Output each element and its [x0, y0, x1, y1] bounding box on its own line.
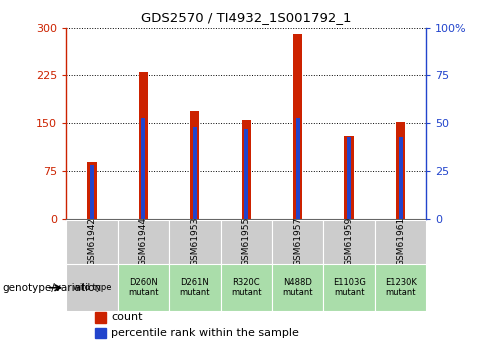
Bar: [323, 220, 375, 264]
Bar: [118, 264, 169, 310]
Bar: [95, 328, 106, 338]
Bar: [141, 118, 146, 219]
Bar: [220, 264, 272, 310]
Text: count: count: [111, 313, 143, 323]
Bar: [396, 122, 405, 219]
Bar: [344, 136, 354, 219]
Bar: [244, 129, 248, 219]
Text: GSM61957: GSM61957: [293, 217, 302, 266]
Bar: [272, 264, 323, 310]
Text: R320C
mutant: R320C mutant: [231, 277, 262, 297]
Bar: [118, 220, 169, 264]
Text: GSM61961: GSM61961: [396, 217, 405, 266]
Bar: [323, 264, 375, 310]
Bar: [295, 118, 300, 219]
Text: GSM61944: GSM61944: [139, 217, 148, 266]
Text: GSM61959: GSM61959: [344, 217, 354, 266]
Text: E1103G
mutant: E1103G mutant: [333, 277, 366, 297]
Text: D260N
mutant: D260N mutant: [128, 277, 159, 297]
Bar: [87, 161, 97, 219]
Bar: [169, 220, 220, 264]
Bar: [193, 127, 197, 219]
Bar: [66, 264, 118, 310]
Bar: [190, 110, 199, 219]
Text: E1230K
mutant: E1230K mutant: [385, 277, 416, 297]
Bar: [90, 166, 94, 219]
Bar: [66, 220, 118, 264]
Title: GDS2570 / TI4932_1S001792_1: GDS2570 / TI4932_1S001792_1: [141, 11, 351, 24]
Text: genotype/variation: genotype/variation: [2, 283, 101, 293]
Text: D261N
mutant: D261N mutant: [179, 277, 210, 297]
Bar: [220, 220, 272, 264]
Bar: [169, 264, 220, 310]
Bar: [398, 137, 403, 219]
Bar: [242, 120, 251, 219]
Bar: [293, 34, 302, 219]
Text: GSM61942: GSM61942: [87, 217, 97, 266]
Bar: [139, 72, 148, 219]
Bar: [347, 137, 351, 219]
Text: wild type: wild type: [73, 283, 111, 292]
Bar: [272, 220, 323, 264]
Text: N488D
mutant: N488D mutant: [282, 277, 313, 297]
Bar: [375, 220, 426, 264]
Text: percentile rank within the sample: percentile rank within the sample: [111, 328, 299, 338]
Bar: [375, 264, 426, 310]
Text: GSM61955: GSM61955: [242, 217, 251, 266]
Text: GSM61953: GSM61953: [190, 217, 199, 266]
Bar: [95, 312, 106, 323]
